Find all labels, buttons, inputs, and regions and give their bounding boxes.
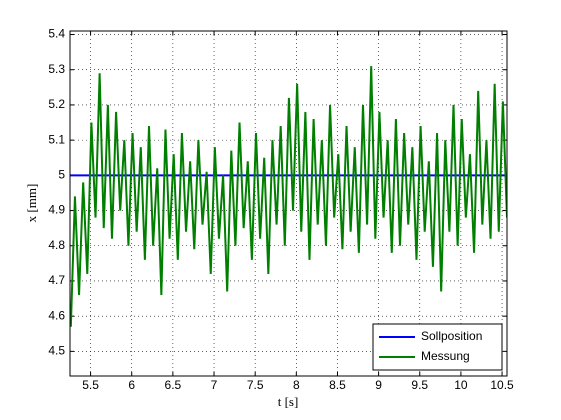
y-axis-label: x [mm] [24, 184, 39, 223]
legend-label: Sollposition [421, 329, 482, 343]
y-tick-label: 5.3 [48, 62, 65, 76]
y-tick-label: 5.2 [48, 97, 65, 111]
y-tick-label: 4.8 [48, 238, 65, 252]
x-tick-label: 9 [375, 378, 382, 392]
x-tick-label: 7.5 [247, 378, 264, 392]
legend-label: Messung [421, 349, 470, 363]
y-tick-label: 5.1 [48, 132, 65, 146]
x-tick-label: 7 [211, 378, 218, 392]
y-tick-label: 5.4 [48, 27, 65, 41]
y-tick-label: 5 [58, 168, 65, 182]
x-tick-label: 5.5 [82, 378, 99, 392]
x-tick-label: 9.5 [411, 378, 428, 392]
x-tick-label: 8.5 [329, 378, 346, 392]
y-tick-label: 4.7 [48, 273, 65, 287]
x-tick-label: 10 [454, 378, 468, 392]
x-tick-label: 10.5 [490, 378, 514, 392]
axes-box [69, 30, 508, 377]
series-line [70, 66, 507, 327]
y-tick-label: 4.6 [48, 308, 65, 322]
y-tick-label: 4.5 [48, 344, 65, 358]
x-axis-label: t [s] [278, 394, 299, 409]
x-tick-label: 6.5 [165, 378, 182, 392]
legend-box [372, 323, 503, 371]
y-tick-label: 4.9 [48, 203, 65, 217]
x-tick-label: 6 [128, 378, 135, 392]
x-tick-label: 8 [293, 378, 300, 392]
